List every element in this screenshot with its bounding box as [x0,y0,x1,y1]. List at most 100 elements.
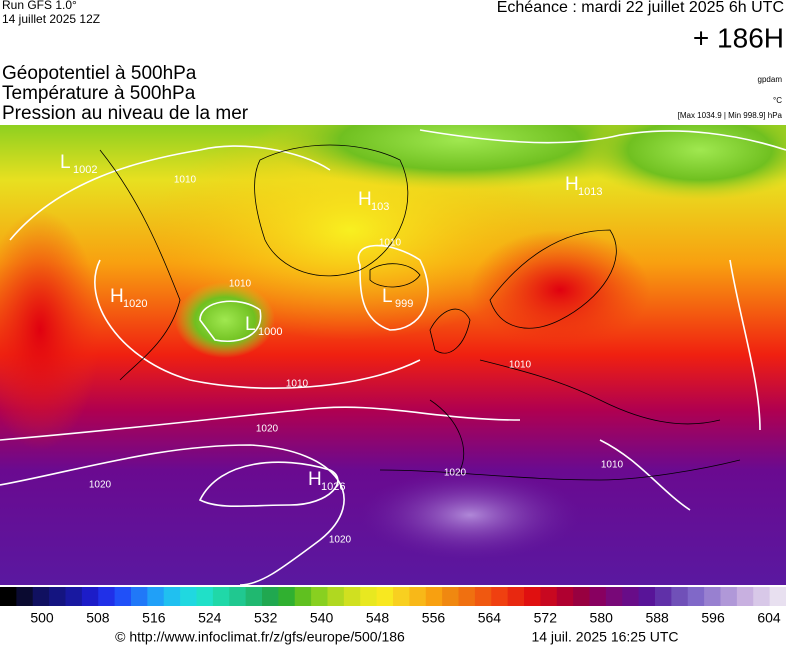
layer: Géopotentiel à 500hPa [2,63,197,84]
colorbar-cell [163,587,181,606]
unit: [Max 1034.9 | Min 998.9] hPa [678,111,783,120]
colorbar-label: 508 [86,610,110,626]
colorbar-cell [589,587,607,606]
colorbar-label: 524 [198,610,222,626]
colorbar-cell [638,587,656,606]
colorbar-cell [294,587,312,606]
colorbar-cell [180,587,197,606]
isobar-label: 1010 [286,379,309,390]
colorbar-cell [736,587,754,606]
colorbar-cell [245,587,263,606]
colorbar-cell [196,587,214,606]
colorbar-label: 572 [534,610,558,626]
colorbar-cell [0,587,17,606]
run-date: 14 juillet 2025 12Z [2,12,100,26]
colorbar-cell [753,587,771,606]
center-value: 999 [395,298,413,310]
colorbar-label: 516 [142,610,166,626]
isobar-labels: 1010 1020 1020 1020 1010 1010 1010 1020 1010 1010 [89,175,624,546]
isobar-label: 1010 [174,175,197,186]
unit: °C [773,96,782,105]
colorbar-cell [114,587,132,606]
center-type: H [565,174,579,195]
colorbar-label: 532 [254,610,278,626]
center-value: 1013 [578,186,602,198]
colorbar-label: 500 [30,610,54,626]
colorbar-cell [425,587,443,606]
colorbar-label: 580 [590,610,614,626]
colorbar-cell [327,587,345,606]
colorbar-cell [393,587,410,606]
center-type: H [358,189,372,210]
colorbar-label: 604 [757,610,781,626]
colorbar-cell [442,587,459,606]
lead-time: + 186H [693,22,784,53]
center-type: H [110,286,124,307]
isobar-label: 1010 [509,360,532,371]
colorbar-cell [212,587,230,606]
colorbar-cell [491,587,509,606]
colorbar-cell [507,587,525,606]
colorbar-label: 540 [310,610,334,626]
colorbar-cell [720,587,738,606]
colorbar-label: 588 [645,610,669,626]
colorbar-cell [671,587,689,606]
colorbar-cell [376,587,394,606]
colorbar-cell [32,587,50,606]
center-value: 1020 [123,298,147,310]
colorbar: 500 508 516 524 532 540 548 556 564 572 580 588 596 6… [0,587,786,626]
colorbar-label: 564 [478,610,502,626]
colorbar-cell [409,587,427,606]
colorbar-cell [360,587,378,606]
footer-date: 14 juil. 2025 16:25 UTC [531,629,678,645]
colorbar-cell [262,587,279,606]
colorbar-cell [98,587,116,606]
colorbar-cell [81,587,99,606]
colorbar-cell [278,587,296,606]
echeance: Echéance : mardi 22 juillet 2025 6h UTC [497,0,784,16]
isobar-label: 1020 [256,424,279,435]
center-value: 1026 [321,481,345,493]
colorbar-cell [65,587,83,606]
colorbar-cell [524,587,541,606]
center-value: 1002 [73,164,97,176]
center-type: L [382,286,393,307]
center-value: 1000 [258,326,282,338]
isobar-label: 1020 [444,468,467,479]
colorbar-cell [49,587,66,606]
isobar-label: 1010 [229,279,252,290]
colorbar-cell [573,587,590,606]
colorbar-cell [343,587,361,606]
colorbar-cell [16,587,34,606]
colorbar-cell [540,587,558,606]
colorbar-label: 556 [422,610,446,626]
map: 1010102010201020101010101010102010101010… [0,125,786,585]
colorbar-cell [687,587,705,606]
colorbar-cell [622,587,640,606]
colorbar-cell [605,587,623,606]
center-type: L [245,314,256,335]
colorbar-cell [458,587,476,606]
isobar-label: 1010 [379,238,402,249]
colorbar-cell [131,587,148,606]
colorbar-cell [769,587,786,606]
colorbar-label: 596 [701,610,725,626]
center-type: L [60,152,71,173]
isobar-label: 1020 [329,535,352,546]
colorbar-cell [556,587,574,606]
colorbar-label: 548 [366,610,390,626]
footer-url: © http://www.infoclimat.fr/z/gfs/europe/… [115,629,405,645]
layer: Température à 500hPa [2,83,196,104]
isobar-label: 1010 [601,460,624,471]
colorbar-cell [229,587,247,606]
colorbar-cell [655,587,672,606]
layer: Pression au niveau de la mer [2,103,249,124]
center-value: 103 [371,201,389,213]
isobar-label: 1020 [89,480,112,491]
center-type: H [308,469,322,490]
colorbar-cell [147,587,165,606]
colorbar-cell [704,587,721,606]
colorbar-cell [311,587,328,606]
